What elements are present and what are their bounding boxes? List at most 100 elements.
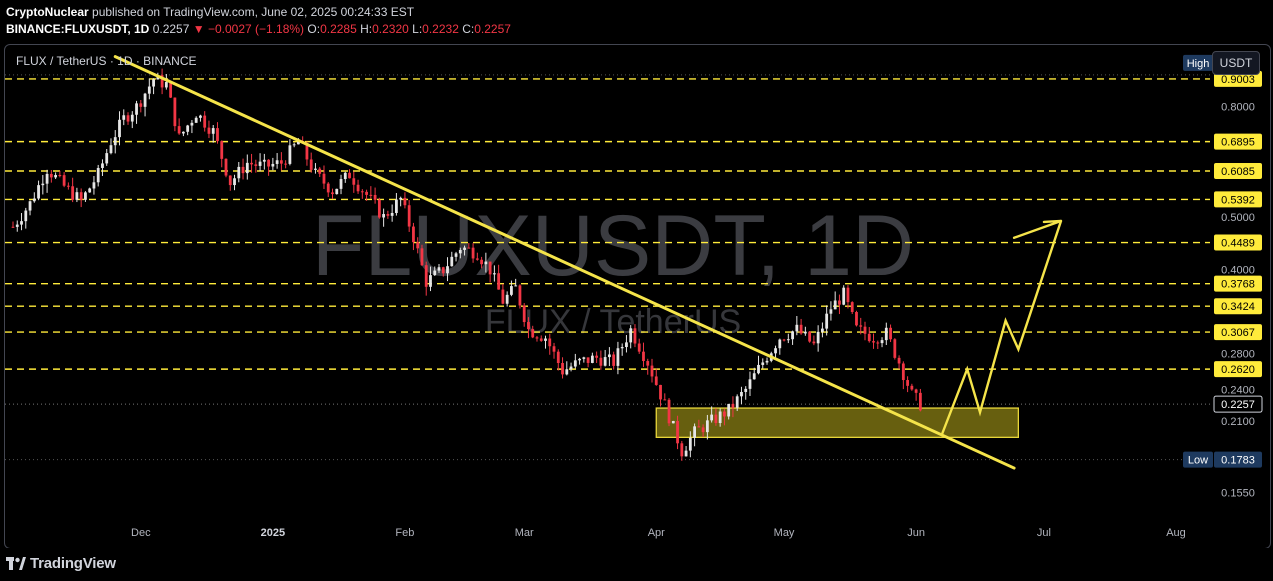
level-label-4: 0.4489 bbox=[1221, 238, 1255, 250]
level-label-box-2 bbox=[1214, 163, 1262, 180]
candle-body bbox=[757, 364, 760, 374]
candle-body bbox=[339, 179, 343, 189]
candle-body bbox=[216, 128, 219, 142]
candle-body bbox=[275, 160, 279, 164]
candle-body bbox=[901, 363, 905, 381]
candle-body bbox=[194, 117, 198, 123]
candle-body bbox=[561, 363, 564, 375]
level-label-3: 0.5392 bbox=[1221, 194, 1255, 206]
projection-arrow-head-1 bbox=[1042, 219, 1063, 224]
candle-body bbox=[842, 287, 846, 305]
candle-body bbox=[386, 214, 390, 216]
candle-body bbox=[79, 192, 83, 200]
chart-panel[interactable]: FLUXUSDT, 1D FLUX / TetherUS 0.1550 0.2100 0… bbox=[4, 44, 1271, 549]
price-tick-2: 0.2400 bbox=[1221, 385, 1255, 397]
candle-body bbox=[918, 392, 922, 411]
candle-body bbox=[475, 258, 479, 260]
candle-body bbox=[625, 342, 628, 348]
low-label: L: bbox=[412, 22, 423, 36]
close-label: C: bbox=[462, 22, 475, 36]
candle-body bbox=[786, 339, 790, 341]
candle-body bbox=[28, 201, 32, 211]
candle-body bbox=[629, 328, 633, 343]
candle-body bbox=[884, 327, 888, 341]
candle-body bbox=[305, 143, 309, 160]
candle-body bbox=[207, 127, 211, 134]
demand-zone[interactable] bbox=[655, 407, 1020, 438]
candle-body bbox=[113, 137, 117, 146]
candle-body bbox=[437, 267, 441, 271]
candle-body bbox=[335, 188, 339, 195]
candle-body bbox=[84, 192, 87, 200]
candle-body bbox=[467, 247, 471, 249]
candle-body bbox=[424, 265, 428, 287]
candle-body bbox=[663, 399, 667, 401]
candle-body bbox=[603, 357, 607, 366]
candle-body bbox=[752, 373, 756, 380]
footer: TradingView bbox=[0, 548, 1273, 581]
candle-body bbox=[778, 339, 782, 349]
candle-body bbox=[731, 403, 735, 408]
candle-body bbox=[143, 93, 147, 107]
candle-body bbox=[32, 198, 36, 202]
candle-body bbox=[893, 339, 897, 358]
candle-body bbox=[96, 167, 100, 183]
symbol-title: FLUX / TetherUS · 1D · BINANCE bbox=[16, 54, 197, 68]
low-label-box bbox=[1183, 451, 1213, 468]
candle-body bbox=[446, 266, 449, 274]
candle-body bbox=[650, 365, 654, 377]
level-label-1: 0.6895 bbox=[1221, 137, 1255, 149]
currency-button[interactable]: USDT bbox=[1212, 51, 1260, 75]
candle-body bbox=[105, 153, 109, 164]
candle-body bbox=[92, 182, 96, 189]
candle-body bbox=[147, 86, 151, 94]
candle-body bbox=[671, 420, 675, 424]
candle-body bbox=[505, 294, 509, 304]
symbol-full: BINANCE:FLUXUSDT, 1D bbox=[6, 22, 150, 36]
candle-body bbox=[24, 210, 28, 222]
candle-body bbox=[859, 325, 863, 327]
candle-body bbox=[224, 158, 228, 176]
last-price-text: 0.2257 bbox=[152, 22, 190, 36]
candle-body bbox=[288, 145, 292, 164]
candle-body bbox=[676, 420, 679, 444]
candle-body bbox=[314, 168, 317, 170]
candle-body bbox=[833, 300, 837, 310]
candle-body bbox=[573, 360, 577, 367]
candle-body bbox=[450, 256, 454, 267]
tradingview-logo[interactable]: TradingView bbox=[6, 555, 116, 572]
candle-body bbox=[182, 131, 185, 134]
candle-body bbox=[761, 362, 765, 365]
candle-body bbox=[889, 327, 892, 340]
candle-body bbox=[637, 343, 641, 352]
low-value-box bbox=[1214, 451, 1262, 468]
level-label-5: 0.3768 bbox=[1221, 279, 1255, 291]
level-label-0: 0.9003 bbox=[1221, 74, 1255, 86]
candle-body bbox=[544, 338, 547, 341]
candle-body bbox=[633, 328, 637, 344]
candle-body bbox=[723, 411, 726, 417]
candle-body bbox=[15, 224, 19, 227]
candle-body bbox=[701, 427, 705, 433]
level-label-2: 0.6085 bbox=[1221, 166, 1255, 178]
candle-body bbox=[680, 443, 684, 457]
candle-body bbox=[122, 115, 126, 120]
candle-body bbox=[514, 285, 518, 287]
candle-body bbox=[867, 333, 871, 342]
watermark-symbol: FLUXUSDT, 1D bbox=[312, 198, 914, 294]
candle-body bbox=[118, 119, 121, 138]
candle-body bbox=[872, 341, 875, 343]
candle-body bbox=[284, 163, 288, 165]
projection-path[interactable] bbox=[940, 220, 1063, 436]
publisher-name[interactable]: CryptoNuclear bbox=[6, 5, 89, 19]
price-tick-6: 0.8000 bbox=[1221, 102, 1255, 114]
last-price-label: 0.2257 bbox=[1221, 399, 1255, 411]
candle-body bbox=[164, 82, 168, 88]
candle-body bbox=[599, 357, 603, 366]
candle-body bbox=[718, 411, 722, 424]
descending-trendline[interactable] bbox=[113, 55, 1016, 470]
candle-body bbox=[492, 273, 496, 275]
candle-body bbox=[292, 144, 296, 146]
low-value: 0.2232 bbox=[422, 22, 459, 36]
